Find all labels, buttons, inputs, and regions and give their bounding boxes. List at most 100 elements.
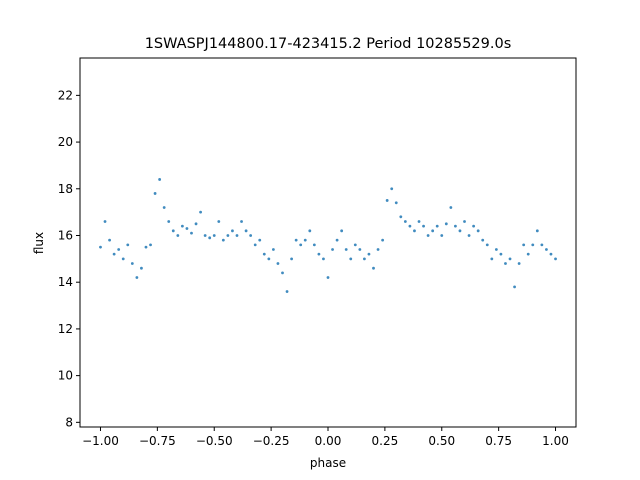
data-point [540, 243, 544, 247]
data-point [399, 215, 403, 219]
data-point [135, 276, 139, 279]
data-point [190, 231, 193, 235]
data-point [358, 248, 362, 251]
scatter-points [99, 178, 557, 293]
data-point [176, 234, 180, 237]
data-point [331, 248, 334, 251]
data-point [422, 224, 425, 228]
data-point [440, 234, 444, 237]
x-axis-label: phase [310, 456, 346, 470]
data-point [194, 222, 198, 226]
data-point [144, 245, 148, 249]
data-point [217, 220, 221, 223]
data-point [381, 238, 385, 242]
data-point [226, 234, 230, 237]
y-tick-label: 18 [58, 182, 73, 196]
data-point [126, 243, 130, 247]
data-point [240, 220, 243, 223]
data-point [449, 206, 453, 209]
data-point [231, 229, 234, 233]
data-point [340, 229, 344, 233]
data-point [508, 257, 512, 261]
data-point [499, 252, 503, 256]
data-point [476, 229, 480, 233]
data-point [103, 220, 107, 223]
data-point [212, 234, 216, 237]
data-point [517, 262, 521, 265]
data-point [403, 220, 407, 223]
y-tick-label: 14 [58, 275, 73, 289]
data-point [504, 262, 507, 265]
data-point [353, 243, 357, 247]
x-tick-label: −1.00 [82, 434, 119, 448]
data-point [481, 238, 485, 242]
data-point [426, 234, 430, 237]
data-point [549, 252, 553, 256]
data-point [367, 252, 371, 256]
data-point [494, 248, 498, 251]
x-tick-label: 0.75 [485, 434, 512, 448]
data-point [299, 243, 303, 247]
x-tick-label: 0.25 [372, 434, 399, 448]
data-point [162, 206, 166, 209]
data-point [290, 257, 293, 261]
data-point [394, 201, 398, 205]
y-tick-label: 20 [58, 135, 73, 149]
data-point [322, 257, 325, 261]
data-point [153, 192, 157, 195]
data-point [417, 220, 421, 223]
chart-title: 1SWASPJ144800.17-423415.2 Period 1028552… [145, 36, 512, 52]
data-point [249, 234, 253, 237]
data-point [185, 227, 189, 230]
data-point [121, 257, 125, 261]
y-axis-ticks: 8 10 12 14 16 18 20 22 [58, 88, 80, 429]
data-point [535, 229, 539, 233]
data-point [276, 262, 280, 265]
data-point [458, 229, 462, 233]
x-tick-label: 0.00 [315, 434, 342, 448]
y-tick-label: 8 [65, 415, 73, 429]
data-point [221, 238, 225, 242]
data-point [294, 238, 298, 242]
data-point [372, 266, 375, 270]
x-tick-label: 0.50 [428, 434, 455, 448]
data-point [431, 229, 435, 233]
data-point [303, 238, 307, 242]
data-point [235, 234, 239, 237]
data-point [376, 248, 380, 251]
data-point [108, 238, 111, 242]
data-point [317, 252, 321, 256]
x-tick-label: −0.75 [139, 434, 176, 448]
data-point [203, 234, 207, 237]
data-point [531, 243, 535, 247]
data-point [490, 257, 494, 261]
y-axis-label: flux [32, 232, 46, 254]
x-tick-label: 1.00 [542, 434, 569, 448]
data-point [513, 285, 516, 289]
data-point [271, 248, 275, 251]
data-point [158, 178, 162, 181]
data-point [554, 257, 557, 261]
data-point [454, 224, 457, 228]
y-tick-label: 10 [58, 369, 73, 383]
y-tick-label: 22 [58, 88, 73, 102]
data-point [444, 222, 448, 226]
data-point [149, 243, 152, 247]
data-point [167, 220, 171, 223]
data-point [99, 245, 102, 249]
data-point [312, 243, 316, 247]
data-point [180, 224, 184, 228]
data-point [467, 234, 471, 237]
data-point [285, 290, 289, 293]
data-point [545, 248, 548, 251]
data-point [344, 248, 348, 251]
x-axis-ticks: −1.00 −0.75 −0.50 −0.25 0.00 0.25 0.50 0.75 1.00 [82, 427, 569, 448]
data-point [463, 220, 466, 223]
data-point [522, 243, 526, 247]
data-point [413, 229, 416, 233]
data-point [281, 271, 284, 275]
data-point [385, 199, 389, 202]
data-point [485, 243, 489, 247]
y-tick-label: 16 [58, 228, 73, 242]
y-tick-label: 12 [58, 322, 73, 336]
